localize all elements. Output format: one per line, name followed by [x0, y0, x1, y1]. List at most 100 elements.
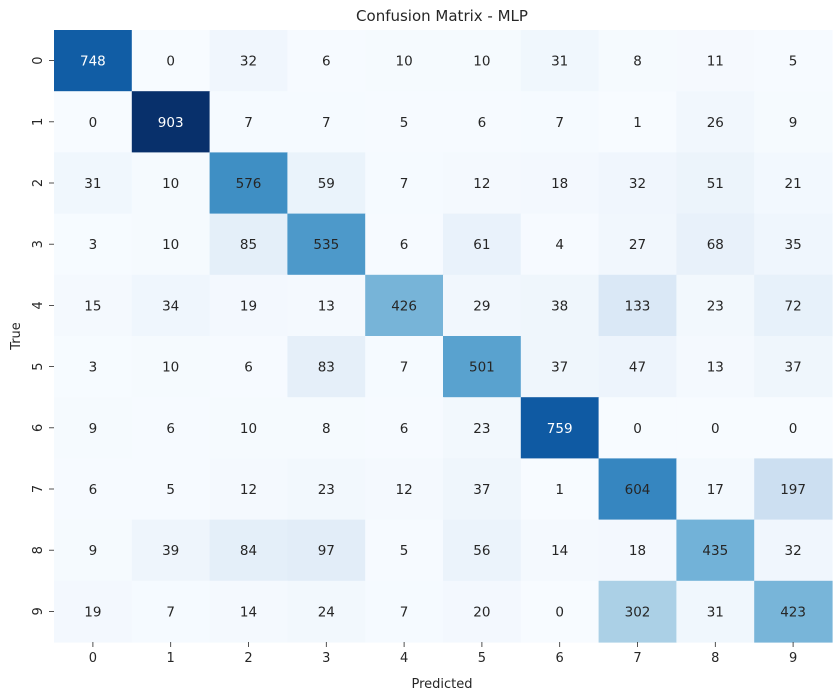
cell-value-5-6: 37	[551, 360, 568, 376]
cell-value-5-8: 13	[707, 360, 724, 376]
cell-value-4-9: 72	[785, 298, 802, 314]
chart-title: Confusion Matrix - MLP	[356, 7, 528, 25]
cell-value-8-3: 97	[318, 543, 335, 559]
cell-value-4-0: 15	[84, 298, 101, 314]
cell-1-6	[520, 91, 600, 153]
cell-value-3-9: 35	[785, 237, 802, 253]
cell-2-9	[754, 152, 833, 215]
cell-value-1-9: 9	[789, 115, 798, 131]
cell-value-6-0: 9	[89, 421, 98, 437]
cell-8-3	[287, 519, 366, 582]
x-tick-label-6: 6	[556, 651, 564, 666]
cell-3-6	[520, 213, 600, 276]
cell-value-2-6: 18	[551, 176, 568, 192]
cell-value-6-9: 0	[789, 421, 798, 437]
cell-4-6	[520, 274, 600, 337]
y-tick-label-8: 8	[31, 546, 46, 554]
cell-value-1-5: 6	[478, 115, 487, 131]
cell-0-7	[598, 30, 677, 92]
cell-8-2	[209, 519, 288, 582]
cell-value-7-5: 37	[473, 482, 490, 498]
cell-value-7-2: 12	[240, 482, 257, 498]
cell-value-6-5: 23	[473, 421, 490, 437]
cell-4-5	[443, 274, 522, 337]
cell-0-3	[287, 30, 366, 92]
cell-value-2-2: 576	[236, 176, 262, 192]
y-tick-label-0: 0	[31, 56, 46, 64]
cell-value-9-5: 20	[473, 604, 490, 620]
cell-0-4	[365, 30, 444, 92]
cell-0-1	[131, 30, 211, 92]
cell-value-1-8: 26	[707, 115, 724, 131]
cell-value-1-1: 903	[158, 115, 184, 131]
cell-7-0	[54, 458, 133, 521]
cell-value-3-8: 68	[707, 237, 724, 253]
cell-9-0	[54, 580, 133, 643]
cell-1-0	[54, 91, 133, 153]
cell-7-2	[209, 458, 288, 521]
cell-value-2-1: 10	[162, 176, 179, 192]
x-tick-label-0: 0	[89, 651, 97, 666]
cell-value-9-4: 7	[400, 604, 409, 620]
cell-9-9	[754, 580, 833, 643]
cell-2-8	[676, 152, 755, 215]
cell-1-8	[676, 91, 755, 153]
cell-4-1	[131, 274, 211, 337]
cell-3-0	[54, 213, 133, 276]
cell-5-3	[287, 336, 366, 398]
cell-value-7-7: 604	[625, 482, 651, 498]
x-tick-label-1: 1	[167, 651, 175, 666]
cell-2-5	[443, 152, 522, 215]
cell-5-1	[131, 336, 211, 398]
y-tick-label-7: 7	[31, 485, 46, 493]
cell-value-1-4: 5	[400, 115, 409, 131]
cell-value-5-5: 501	[469, 360, 495, 376]
cell-7-1	[131, 458, 211, 521]
y-tick-label-3: 3	[31, 240, 46, 248]
x-tick-label-3: 3	[322, 651, 330, 666]
cell-4-7	[598, 274, 677, 337]
cell-8-7	[598, 519, 677, 582]
x-tick-label-2: 2	[244, 651, 252, 666]
y-axis-ticks: 0 1 2 3 4 5 6 7 8 9	[31, 56, 54, 616]
cell-value-7-4: 12	[396, 482, 413, 498]
cell-0-8	[676, 30, 755, 92]
cell-value-8-9: 32	[785, 543, 802, 559]
cell-6-0	[54, 397, 133, 459]
cell-9-5	[443, 580, 522, 643]
cell-5-2	[209, 336, 288, 398]
cell-value-1-2: 7	[244, 115, 253, 131]
cell-9-8	[676, 580, 755, 643]
cell-5-7	[598, 336, 677, 398]
cell-8-0	[54, 519, 133, 582]
cell-4-2	[209, 274, 288, 337]
cell-4-8	[676, 274, 755, 337]
cell-value-3-7: 27	[629, 237, 646, 253]
cell-value-7-1: 5	[166, 482, 175, 498]
cell-value-3-6: 4	[555, 237, 564, 253]
cell-3-4	[365, 213, 444, 276]
cell-value-2-3: 59	[318, 176, 335, 192]
cell-value-6-6: 759	[547, 421, 573, 437]
cell-value-6-3: 8	[322, 421, 331, 437]
cell-value-0-2: 32	[240, 54, 257, 70]
cell-1-7	[598, 91, 677, 153]
cell-7-8	[676, 458, 755, 521]
cell-value-2-5: 12	[473, 176, 490, 192]
cell-1-2	[209, 91, 288, 153]
cell-value-2-9: 21	[785, 176, 802, 192]
cell-value-8-2: 84	[240, 543, 257, 559]
cell-value-9-0: 19	[84, 604, 101, 620]
x-tick-label-8: 8	[711, 651, 719, 666]
cell-value-4-4: 426	[391, 298, 417, 314]
cell-value-4-1: 34	[162, 298, 179, 314]
cell-value-7-8: 17	[707, 482, 724, 498]
cell-value-1-6: 7	[555, 115, 564, 131]
cell-value-5-7: 47	[629, 360, 646, 376]
cell-value-1-0: 0	[89, 115, 98, 131]
x-tick-label-9: 9	[789, 651, 797, 666]
cell-value-3-0: 3	[89, 237, 98, 253]
cell-5-0	[54, 336, 133, 398]
cell-4-4	[365, 274, 444, 337]
cell-0-6	[520, 30, 600, 92]
